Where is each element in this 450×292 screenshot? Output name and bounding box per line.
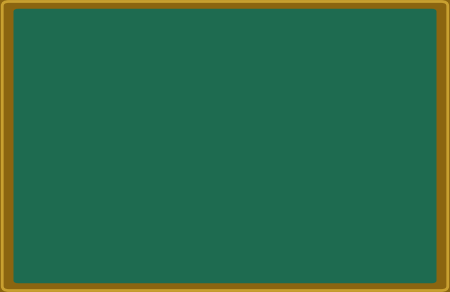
Text: P: P <box>118 89 129 104</box>
Text: NH: NH <box>341 67 360 81</box>
Text: Nitrogenous
base: Nitrogenous base <box>245 34 313 57</box>
Text: N: N <box>239 62 247 72</box>
Text: OH: OH <box>114 127 133 140</box>
Text: HO: HO <box>69 90 88 103</box>
Text: N: N <box>266 63 274 73</box>
Text: NH₂: NH₂ <box>341 104 365 117</box>
Text: OH: OH <box>237 219 254 229</box>
Text: O: O <box>119 48 129 61</box>
Text: O: O <box>158 90 168 103</box>
Text: O: O <box>301 25 310 39</box>
Text: Phosphate
group: Phosphate group <box>65 34 124 57</box>
Text: Pentose
sugar: Pentose sugar <box>197 234 241 256</box>
Text: OH: OH <box>184 219 202 229</box>
Text: O: O <box>214 117 223 127</box>
